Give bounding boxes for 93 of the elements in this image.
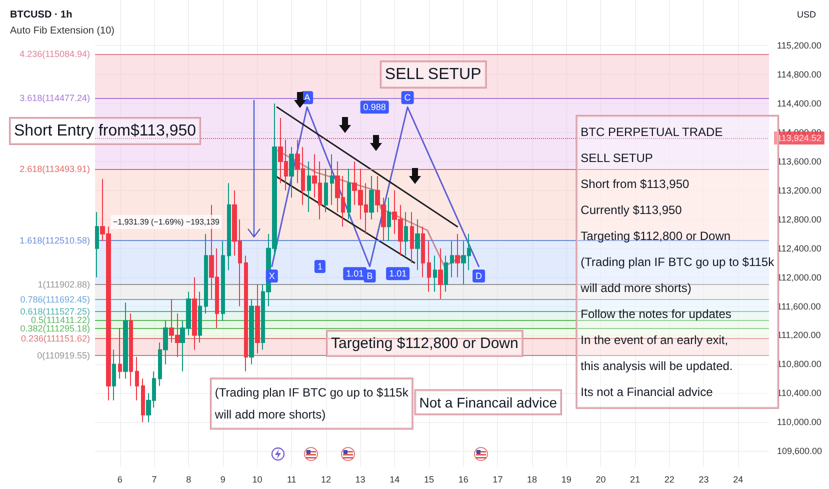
annotation: −1,931.39 (−1.69%) −193,139: [112, 218, 220, 227]
candlestick: [307, 160, 311, 213]
ref-line-label: 2.618(113493.91): [20, 164, 90, 174]
candlestick: [347, 168, 351, 220]
candlestick: [444, 255, 448, 292]
y-tick-label: 112,000.00: [777, 272, 822, 282]
ref-line-label: 3.618(114477.24): [20, 92, 90, 103]
y-tick-label: 111,600.00: [777, 301, 821, 312]
y-tick-label: 114,400.00: [777, 98, 822, 109]
x-tick-label: 23: [698, 474, 709, 484]
candlestick: [324, 168, 328, 213]
x-tick-label: 15: [424, 474, 434, 484]
candlestick: [415, 218, 420, 271]
candlestick: [204, 233, 208, 314]
y-tick-label: 113,200.00: [777, 185, 822, 196]
ref-line-label: 1(111902.88): [38, 279, 90, 290]
annotation: Not a Financail advice: [419, 394, 558, 410]
x-tick-label: 16: [458, 474, 468, 484]
x-tick-label: 18: [527, 474, 538, 484]
y-axis-title: USD: [797, 10, 816, 20]
y-tick-label: 110,800.00: [777, 359, 822, 370]
candlestick: [455, 233, 460, 278]
candlestick: [221, 240, 225, 322]
y-tick-label: 114,800.00: [777, 70, 822, 80]
candlestick: [255, 284, 260, 354]
candlestick: [118, 327, 122, 380]
x-tick-label: 14: [390, 474, 400, 484]
x-tick-label: 22: [664, 474, 674, 484]
y-tick-label: 112,800.00: [777, 214, 822, 224]
candlestick: [410, 212, 414, 264]
annotation: C: [404, 92, 412, 103]
candlestick: [135, 356, 139, 401]
ref-line-label: 4.236(115084.94): [20, 48, 90, 59]
candlestick: [427, 240, 431, 292]
candlestick: [387, 197, 391, 242]
annotation: Targeting $112,800 or Down: [330, 334, 518, 352]
candlestick: [95, 212, 99, 278]
annotation: A: [304, 92, 310, 103]
candlestick: [438, 248, 443, 300]
annotation: (Trading plan IF BTC go up to $115k will add more shorts): [214, 386, 410, 422]
candlestick: [450, 240, 454, 278]
ref-line-label: 0.618(111527.25): [20, 306, 90, 317]
ref-line-label: 0(110919.55): [37, 350, 90, 361]
candlestick: [244, 255, 248, 372]
x-tick-label: 19: [561, 474, 572, 484]
candlestick: [198, 291, 202, 343]
ref-line-label: 0.786(111692.45): [20, 294, 90, 305]
candlestick: [227, 182, 231, 271]
x-tick-label: 24: [733, 474, 744, 484]
candlestick: [249, 298, 254, 365]
x-tick-label: 12: [320, 474, 331, 484]
candlestick: [404, 212, 408, 256]
candlestick: [112, 349, 116, 401]
annotation: 1.01: [346, 268, 364, 279]
x-tick-label: 8: [186, 474, 192, 484]
x-tick-label: 7: [152, 474, 157, 484]
annotation: 0.988: [363, 102, 386, 112]
annotation: X: [268, 270, 275, 281]
y-tick-label: 110,400.00: [777, 388, 822, 398]
candlestick: [129, 313, 133, 386]
x-tick-label: 10: [252, 474, 262, 484]
candlestick: [289, 146, 294, 198]
y-tick-label: 109,600.00: [777, 446, 822, 456]
candlestick: [123, 302, 128, 380]
ref-line-label: 0.236(111151.62): [20, 334, 90, 344]
candlestick: [421, 226, 425, 278]
x-tick-label: 13: [355, 474, 366, 484]
candlestick: [433, 255, 437, 292]
annotation: SELL SETUP: [384, 66, 482, 84]
annotation: B: [366, 270, 373, 281]
candlestick: [330, 154, 334, 206]
ref-line-label: 1.618(112510.58): [20, 235, 90, 246]
annotation: D: [476, 270, 483, 281]
y-tick-label: 110,000.00: [777, 417, 822, 428]
x-tick-label: 6: [117, 474, 122, 484]
annotation: 1.01: [389, 268, 407, 279]
x-tick-label: 21: [630, 474, 640, 484]
text: Auto Fib Extension (10): [10, 26, 114, 36]
y-tick-label: 111,200.00: [777, 330, 821, 340]
x-tick-label: 9: [220, 474, 226, 484]
y-tick-label: 115,200.00: [777, 40, 822, 51]
text: BTC PERPETUAL TRADE SELL SETUP Short from $113,950 Currently $113,950 Targeting $112,800 or Down (Trading plan IF BTC go up to $115k will add more shorts) Follow the notes for updates In the event of an early exit, this analysis will be updated. Its not a Financial advice: [580, 124, 774, 399]
candlestick: [192, 276, 197, 350]
candlestick: [369, 175, 374, 220]
x-tick-label: 20: [596, 474, 606, 484]
annotation: Short Entry from$113,950: [14, 122, 196, 140]
candlestick: [141, 378, 145, 423]
y-tick-label: 112,400.00: [777, 243, 822, 254]
x-tick-label: 11: [286, 474, 296, 484]
annotation: 1: [317, 261, 322, 272]
text: BTCUSD · 1h: [10, 10, 72, 20]
y-tick-label: 113,600.00: [777, 156, 822, 166]
x-tick-label: 17: [492, 474, 503, 484]
